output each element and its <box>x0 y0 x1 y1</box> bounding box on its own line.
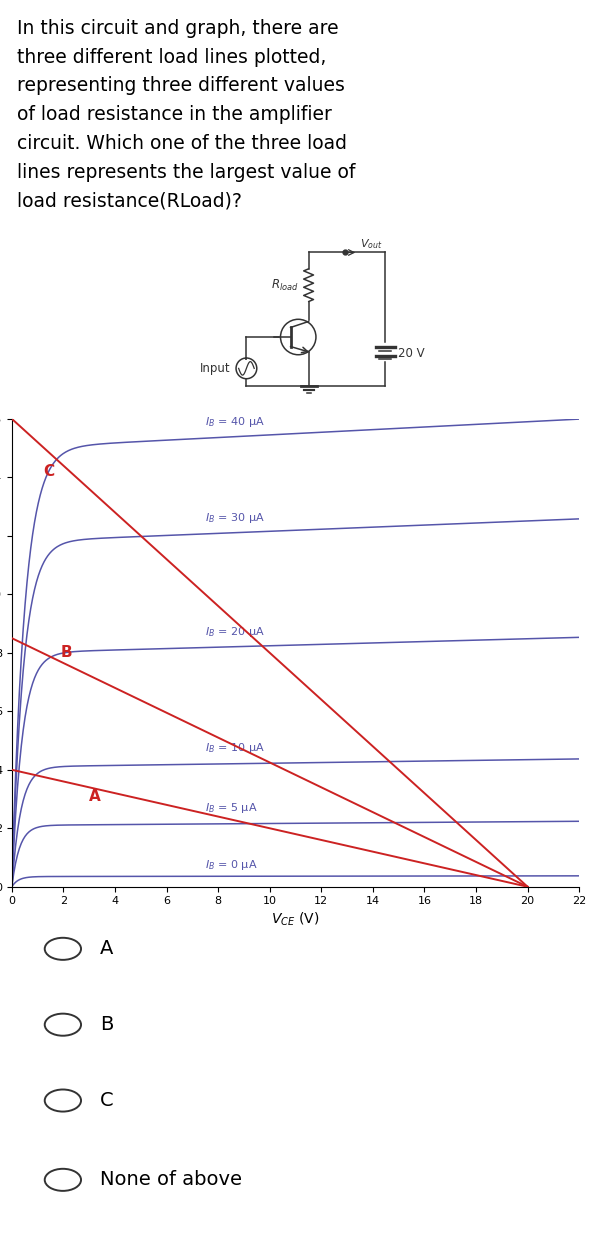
Text: Input: Input <box>199 362 230 374</box>
Text: $I_B$ = 30 μA: $I_B$ = 30 μA <box>205 511 265 525</box>
Text: $I_B$ = 40 μA: $I_B$ = 40 μA <box>205 415 265 429</box>
Text: None of above: None of above <box>100 1171 242 1189</box>
Text: $R_{load}$: $R_{load}$ <box>271 277 299 292</box>
Text: $V_{out}$: $V_{out}$ <box>359 238 382 251</box>
Text: $I_B$ = 0 μA: $I_B$ = 0 μA <box>205 858 258 872</box>
Text: $I_B$ = 10 μA: $I_B$ = 10 μA <box>205 741 265 755</box>
X-axis label: $V_{CE}$ (V): $V_{CE}$ (V) <box>271 911 320 928</box>
Text: In this circuit and graph, there are
three different load lines plotted,
represe: In this circuit and graph, there are thr… <box>18 19 356 210</box>
Text: 20 V: 20 V <box>398 347 424 360</box>
Text: C: C <box>100 1091 113 1110</box>
Text: B: B <box>100 1015 113 1034</box>
Text: A: A <box>89 789 101 804</box>
Text: B: B <box>61 646 73 661</box>
Text: $I_B$ = 5 μA: $I_B$ = 5 μA <box>205 801 258 815</box>
Text: A: A <box>100 939 113 958</box>
Text: C: C <box>43 464 54 479</box>
Text: $I_B$ = 20 μA: $I_B$ = 20 μA <box>205 624 265 638</box>
